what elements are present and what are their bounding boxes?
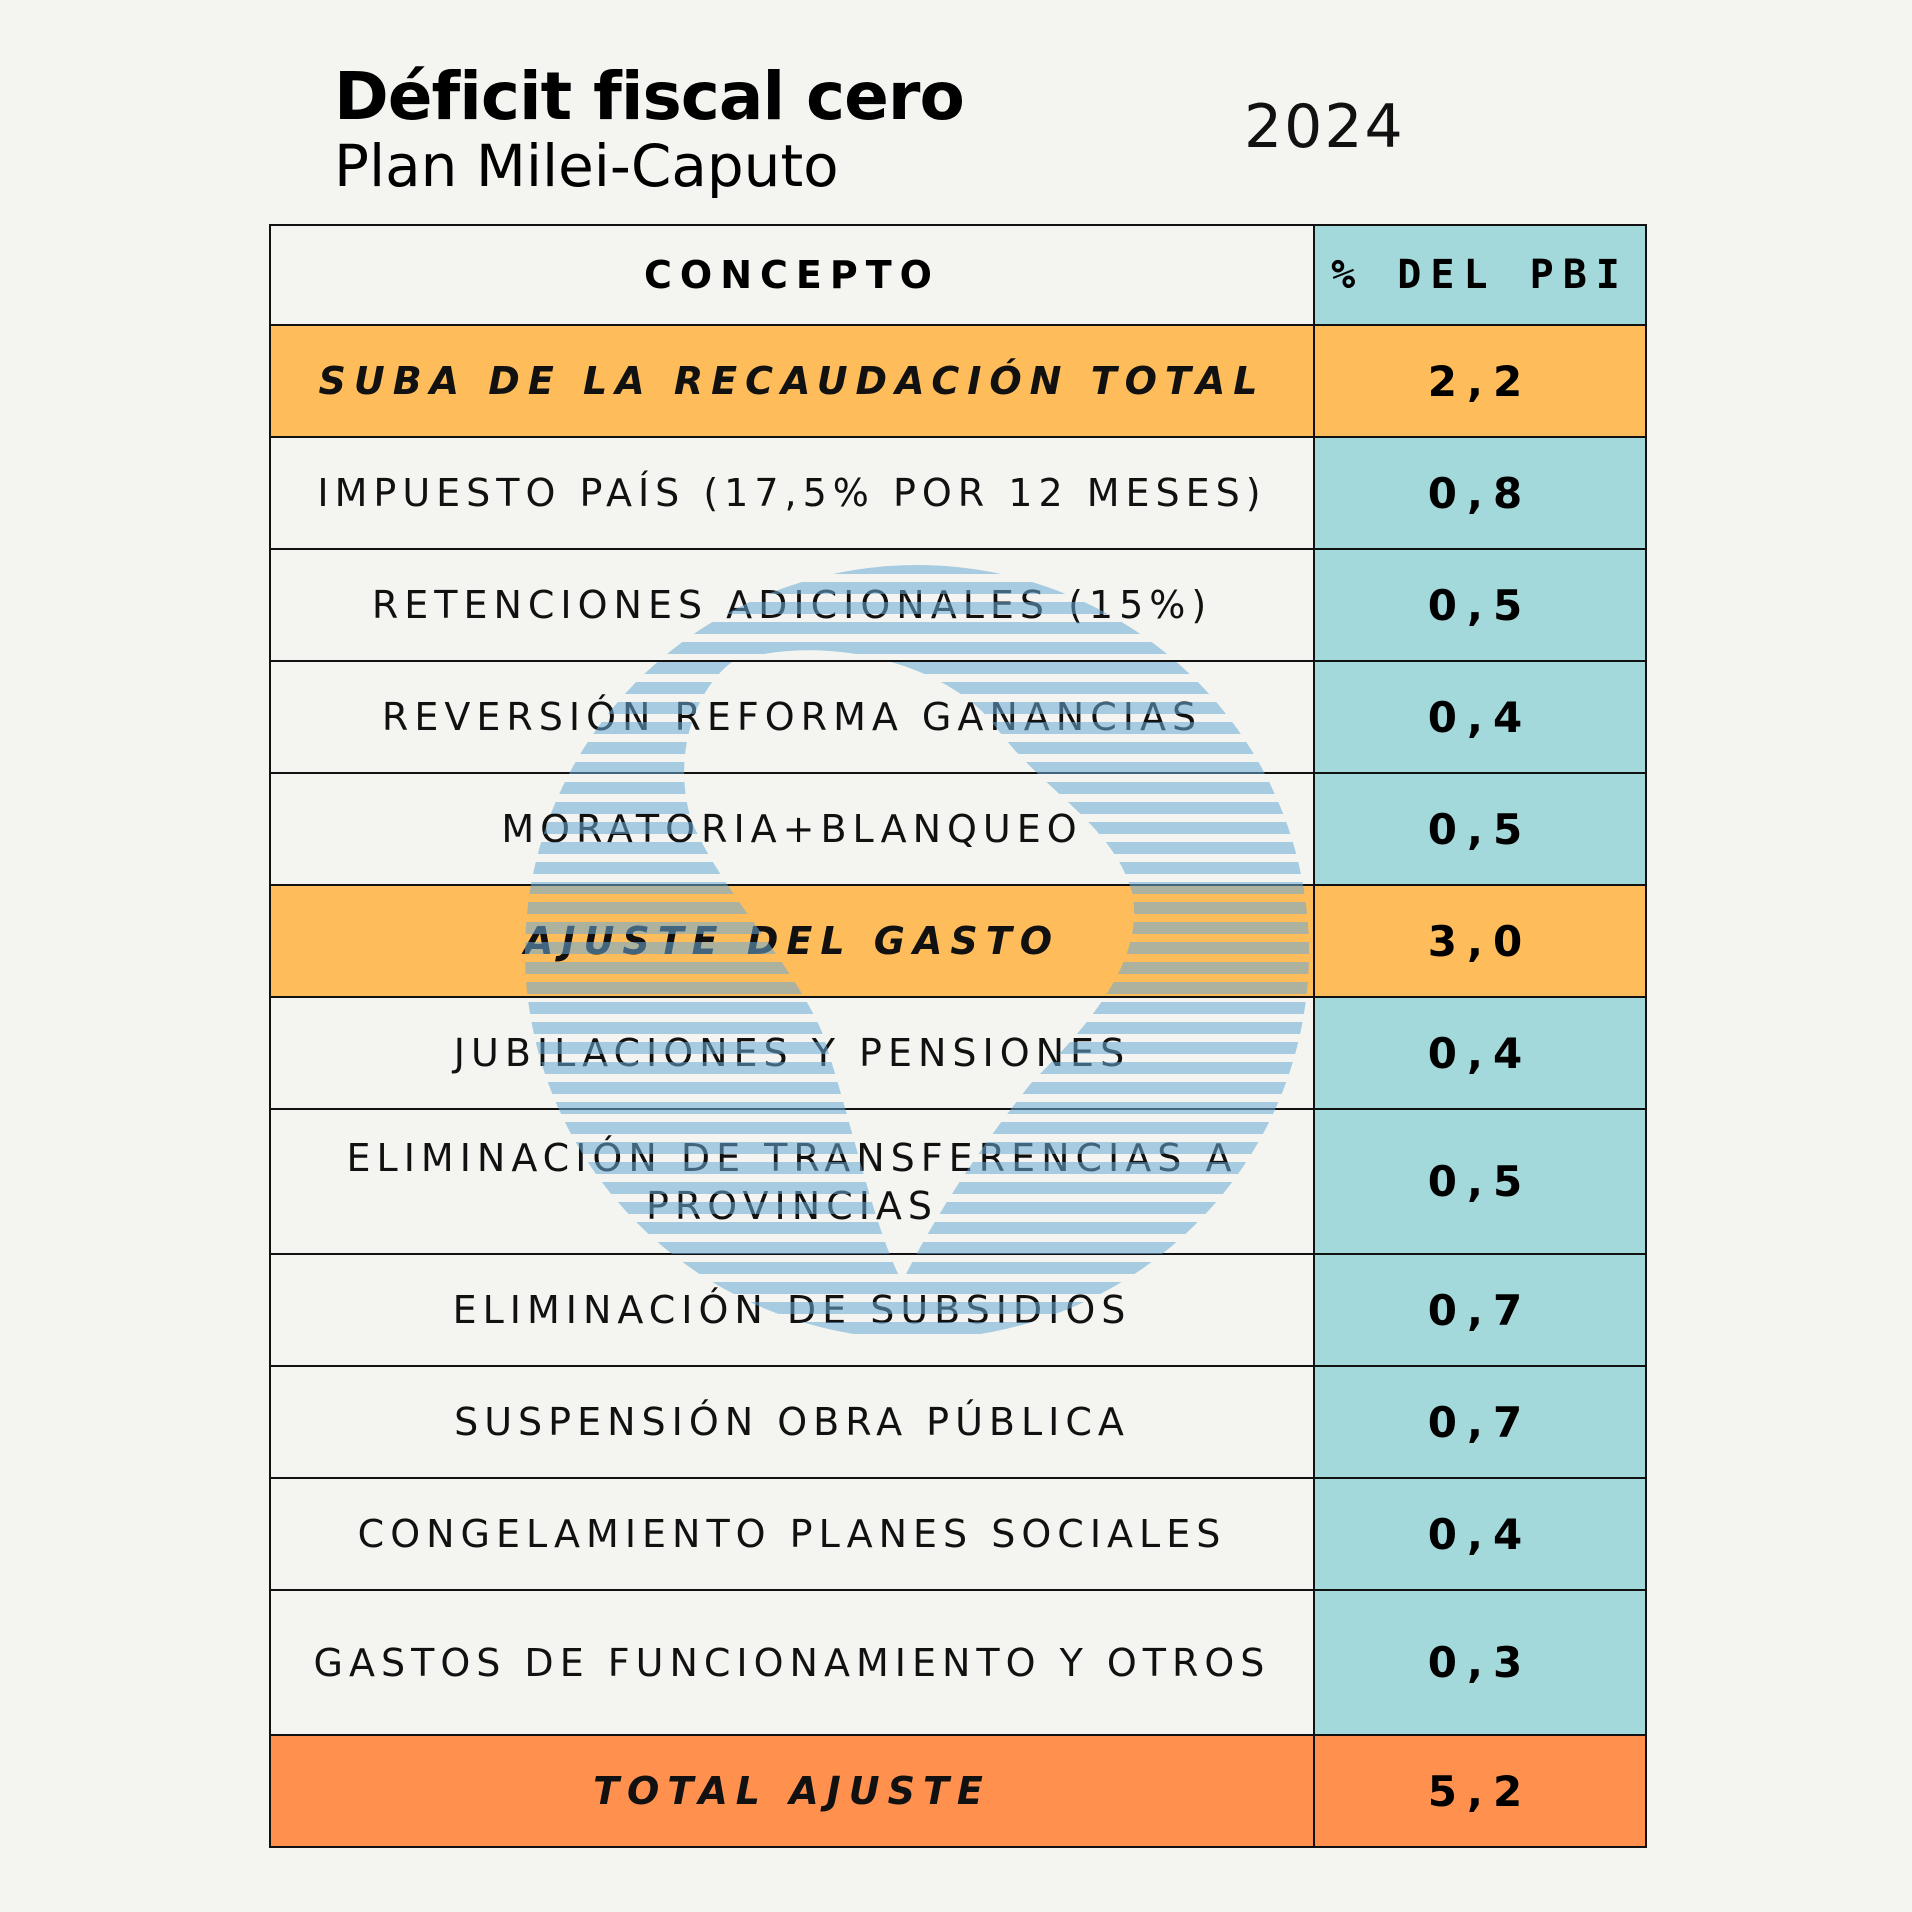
row-value: 0,4 [1313,996,1647,1110]
table-row: MORATORIA+BLANQUEO 0,5 [269,772,1647,886]
table-row: REVERSIÓN REFORMA GANANCIAS 0,4 [269,660,1647,774]
table-row: JUBILACIONES Y PENSIONES 0,4 [269,996,1647,1110]
table-row: SUSPENSIÓN OBRA PÚBLICA 0,7 [269,1365,1647,1479]
table-row: CONGELAMIENTO PLANES SOCIALES 0,4 [269,1477,1647,1591]
table-row: ELIMINACIÓN DE SUBSIDIOS 0,7 [269,1253,1647,1367]
row-label: REVERSIÓN REFORMA GANANCIAS [269,660,1315,774]
row-value: 0,4 [1313,1477,1647,1591]
table-row: RETENCIONES ADICIONALES (15%) 0,5 [269,548,1647,662]
row-value: 0,5 [1313,772,1647,886]
column-header-value: % DEL PBI [1313,224,1647,326]
row-label: SUSPENSIÓN OBRA PÚBLICA [269,1365,1315,1479]
row-label: GASTOS DE FUNCIONAMIENTO Y OTROS [269,1589,1315,1736]
total-value: 5,2 [1313,1734,1647,1848]
row-value: 3,0 [1313,884,1647,998]
row-value: 0,8 [1313,436,1647,550]
row-label: CONGELAMIENTO PLANES SOCIALES [269,1477,1315,1591]
row-value: 0,5 [1313,548,1647,662]
column-header-concept: CONCEPTO [269,224,1315,326]
row-label: ELIMINACIÓN DE SUBSIDIOS [269,1253,1315,1367]
table-row: GASTOS DE FUNCIONAMIENTO Y OTROS 0,3 [269,1589,1647,1736]
fiscal-plan-table: CONCEPTO % DEL PBI SUBA DE LA RECAUDACIÓ… [269,224,1647,1848]
total-label: TOTAL AJUSTE [269,1734,1315,1848]
table-row: AJUSTE DEL GASTO 3,0 [269,884,1647,998]
row-value: 0,5 [1313,1108,1647,1255]
year-label: 2024 [1244,92,1405,162]
row-value: 0,3 [1313,1589,1647,1736]
row-label: JUBILACIONES Y PENSIONES [269,996,1315,1110]
row-label: ELIMINACIÓN DE TRANSFERENCIAS A PROVINCI… [269,1108,1315,1255]
row-label: RETENCIONES ADICIONALES (15%) [269,548,1315,662]
row-label: SUBA DE LA RECAUDACIÓN TOTAL [269,324,1315,438]
table-row-total: TOTAL AJUSTE 5,2 [269,1734,1647,1848]
row-label: MORATORIA+BLANQUEO [269,772,1315,886]
page-subtitle: Plan Milei-Caputo [334,132,839,200]
page-title: Déficit fiscal cero [334,58,965,135]
row-label: IMPUESTO PAÍS (17,5% POR 12 MESES) [269,436,1315,550]
row-value: 0,7 [1313,1365,1647,1479]
table-row: SUBA DE LA RECAUDACIÓN TOTAL 2,2 [269,324,1647,438]
row-value: 0,7 [1313,1253,1647,1367]
table-row: ELIMINACIÓN DE TRANSFERENCIAS A PROVINCI… [269,1108,1647,1255]
row-label: AJUSTE DEL GASTO [269,884,1315,998]
row-value: 2,2 [1313,324,1647,438]
row-value: 0,4 [1313,660,1647,774]
table-header-row: CONCEPTO % DEL PBI [269,224,1647,326]
table-row: IMPUESTO PAÍS (17,5% POR 12 MESES) 0,8 [269,436,1647,550]
